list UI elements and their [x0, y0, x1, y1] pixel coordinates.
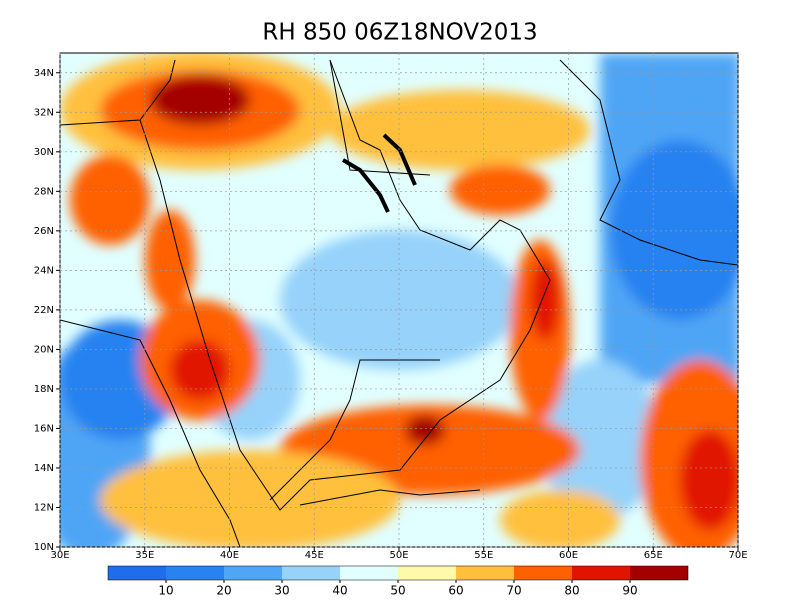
y-tick-label: 26N: [34, 226, 54, 237]
x-tick-label: 50E: [389, 550, 408, 561]
colorbar-box: [630, 566, 688, 580]
colorbar-label: 80: [564, 584, 579, 598]
x-tick-label: 60E: [559, 550, 578, 561]
y-tick-label: 28N: [34, 186, 54, 197]
colorbar-label: 60: [448, 584, 463, 598]
y-tick-label: 32N: [34, 107, 54, 118]
colorbar-box: [572, 566, 630, 580]
colorbar-box: [108, 566, 166, 580]
colorbar-label: 20: [216, 584, 231, 598]
map-title: RH 850 06Z18NOV2013: [262, 20, 537, 46]
colorbar-box: [282, 566, 340, 580]
colorbar-box: [224, 566, 282, 580]
x-tick-label: 70E: [728, 550, 747, 561]
x-tick-label: 30E: [50, 550, 69, 561]
y-tick-label: 10N: [34, 542, 54, 553]
y-tick-label: 24N: [34, 265, 54, 276]
colorbar-label: 50: [390, 584, 405, 598]
y-tick-label: 18N: [34, 384, 54, 395]
y-tick-label: 30N: [34, 147, 54, 158]
colorbar-label: 30: [274, 584, 289, 598]
colorbar-frame: [107, 565, 689, 581]
colorbar-box: [514, 566, 572, 580]
y-tick-label: 34N: [34, 68, 54, 79]
y-tick-label: 20N: [34, 344, 54, 355]
colorbar-box: [340, 566, 398, 580]
contour-highlight: [341, 133, 417, 213]
y-tick-label: 12N: [34, 502, 54, 513]
colorbar-label: 10: [158, 584, 173, 598]
colorbar-label: 90: [622, 584, 637, 598]
y-tick-label: 16N: [34, 423, 54, 434]
y-tick-label: 14N: [34, 463, 54, 474]
colorbar-box: [166, 566, 224, 580]
colorbar-box: [398, 566, 456, 580]
colorbar-label: 70: [506, 584, 521, 598]
x-tick-label: 45E: [305, 550, 324, 561]
rh-field: [60, 53, 738, 547]
x-tick-label: 40E: [220, 550, 239, 561]
colorbar-label: 40: [332, 584, 347, 598]
x-tick-label: 35E: [135, 550, 154, 561]
colorbar-box: [456, 566, 514, 580]
coastlines: [60, 59, 738, 547]
x-tick-label: 55E: [474, 550, 493, 561]
field-shading: [60, 53, 738, 547]
y-tick-label: 22N: [34, 305, 54, 316]
x-tick-label: 65E: [644, 550, 663, 561]
